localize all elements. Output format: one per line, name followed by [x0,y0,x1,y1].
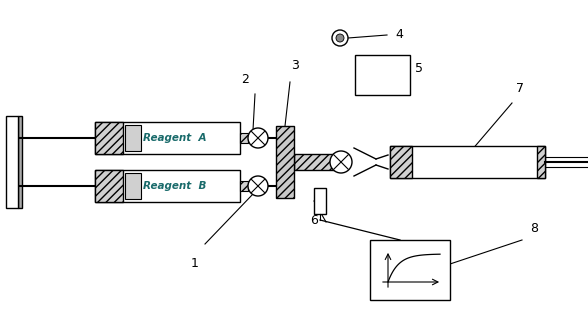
Bar [276,126,294,198]
Circle shape [248,176,268,196]
Bar [537,146,545,178]
Text: 8: 8 [530,222,538,235]
Bar [95,122,240,154]
Bar [125,125,141,151]
Bar [240,133,248,143]
Bar [314,188,326,214]
Circle shape [336,34,344,42]
Text: 6: 6 [310,213,318,226]
Text: 4: 4 [395,28,403,41]
Text: Reagent  A: Reagent A [143,133,206,143]
Text: 5: 5 [415,62,423,75]
Bar [370,240,450,300]
Text: Reagent  B: Reagent B [143,181,206,191]
Circle shape [330,151,352,173]
Text: 2: 2 [241,73,249,86]
Bar [95,170,240,202]
Bar [95,122,123,154]
Bar [390,146,412,178]
Bar [95,170,123,202]
Bar [18,116,22,208]
Bar [355,55,410,95]
Text: 1: 1 [191,257,199,270]
Bar [6,116,18,208]
Text: 3: 3 [291,59,299,72]
Circle shape [332,30,348,46]
Bar [125,173,141,199]
Bar [294,154,336,170]
Bar [390,146,545,178]
Circle shape [248,128,268,148]
Text: 7: 7 [516,82,524,95]
Bar [240,181,248,191]
